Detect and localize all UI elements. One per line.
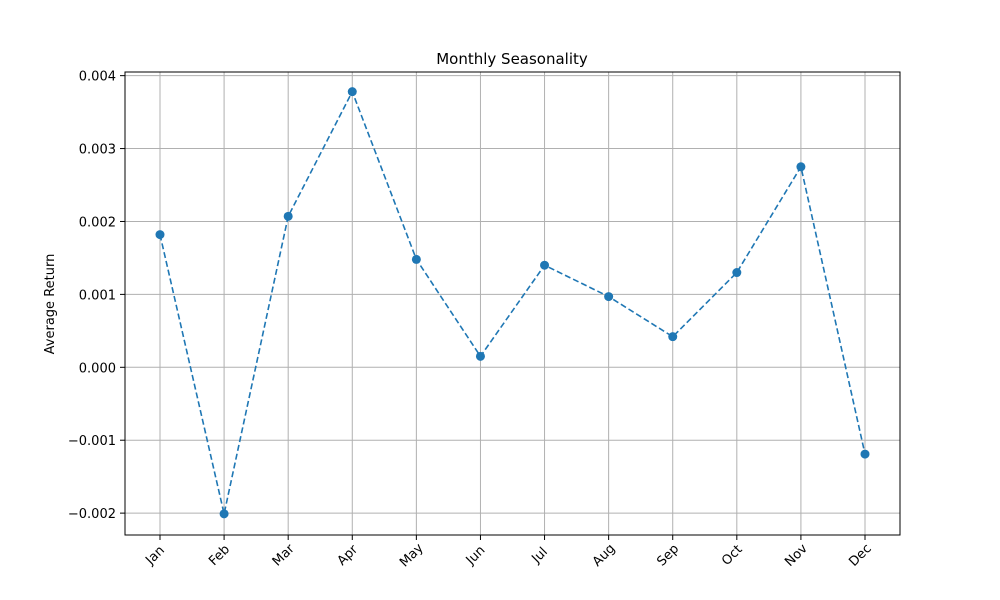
data-point-mar — [283, 211, 293, 221]
x-tick-label: Nov — [782, 541, 811, 570]
y-tick-label: 0.004 — [79, 70, 116, 85]
data-point-jun — [475, 351, 485, 361]
data-point-feb — [219, 509, 229, 519]
data-point-dec — [860, 449, 870, 459]
x-tick-label: Sep — [654, 542, 682, 570]
chart-title: Monthly Seasonality — [436, 50, 588, 68]
y-tick-label: 0.000 — [79, 361, 116, 376]
data-point-jan — [155, 230, 165, 240]
y-tick-label: −0.002 — [68, 507, 116, 522]
data-point-may — [411, 254, 421, 264]
x-tick-label: Mar — [270, 541, 298, 569]
data-point-oct — [732, 268, 742, 278]
grid-layer — [125, 72, 900, 535]
x-tick-label: Jan — [142, 543, 167, 568]
x-tick-label: Dec — [846, 541, 874, 569]
series-line — [159, 89, 866, 515]
data-point-apr — [347, 87, 357, 97]
data-point-aug — [604, 292, 614, 302]
y-tick-label: 0.003 — [79, 143, 116, 158]
x-tick-label: Feb — [206, 542, 233, 569]
x-tick-label: May — [397, 541, 427, 571]
data-point-nov — [796, 162, 806, 172]
plot-frame — [124, 71, 901, 536]
y-tick-label: −0.001 — [68, 434, 116, 449]
data-point-jul — [540, 260, 550, 270]
x-tick-label: Aug — [590, 541, 619, 570]
x-tick-label: Apr — [335, 542, 362, 569]
y-axis-label: Average Return — [43, 254, 58, 355]
x-tick-label: Oct — [719, 542, 746, 569]
x-tick-label: Jun — [463, 543, 489, 569]
points-layer — [155, 87, 870, 519]
y-tick-label: 0.001 — [79, 288, 116, 303]
data-point-sep — [668, 332, 678, 342]
x-tick-label: Jul — [529, 545, 551, 567]
series-layer — [159, 89, 866, 515]
axes-layer: Jan Feb Mar Apr May Jun Jul Aug Sep Oct Nov Dec −0.0… — [68, 70, 901, 571]
y-tick-label: 0.002 — [79, 215, 116, 230]
